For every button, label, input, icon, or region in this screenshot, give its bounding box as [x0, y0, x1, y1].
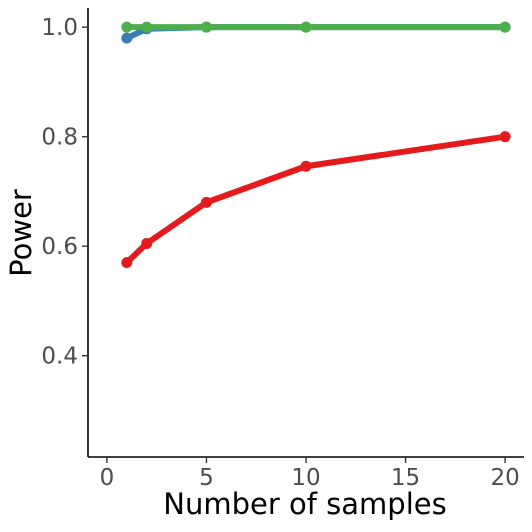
x-tick-label: 20 — [490, 465, 519, 491]
y-tick-label: 0.8 — [41, 125, 78, 151]
series-1 — [121, 131, 511, 269]
x-tick-label: 5 — [199, 465, 214, 491]
series-3 — [121, 21, 511, 33]
x-axis-ticks: 0 5 10 15 20 — [100, 457, 520, 491]
y-tick-label: 0.6 — [41, 234, 78, 260]
x-tick-label: 15 — [391, 465, 420, 491]
data-point — [141, 21, 153, 33]
data-point — [300, 21, 312, 33]
data-point — [121, 21, 133, 33]
x-tick-label: 0 — [100, 465, 115, 491]
y-axis-title: Power — [4, 189, 38, 277]
x-axis-title: Number of samples — [163, 487, 446, 521]
data-point — [300, 160, 312, 172]
data-point — [141, 237, 153, 249]
data-point — [121, 257, 133, 269]
data-point — [499, 21, 511, 33]
y-tick-label: 1.0 — [41, 15, 78, 41]
data-point — [200, 196, 212, 208]
x-tick-label: 10 — [291, 465, 320, 491]
series-line — [123, 133, 509, 266]
data-point — [499, 131, 511, 143]
y-tick-label: 0.4 — [41, 344, 78, 370]
plot-area — [121, 21, 511, 269]
data-point — [121, 32, 133, 44]
data-point — [200, 21, 212, 33]
y-axis-ticks: 0.4 0.6 0.8 1.0 — [41, 15, 88, 370]
series-layer — [121, 21, 511, 269]
